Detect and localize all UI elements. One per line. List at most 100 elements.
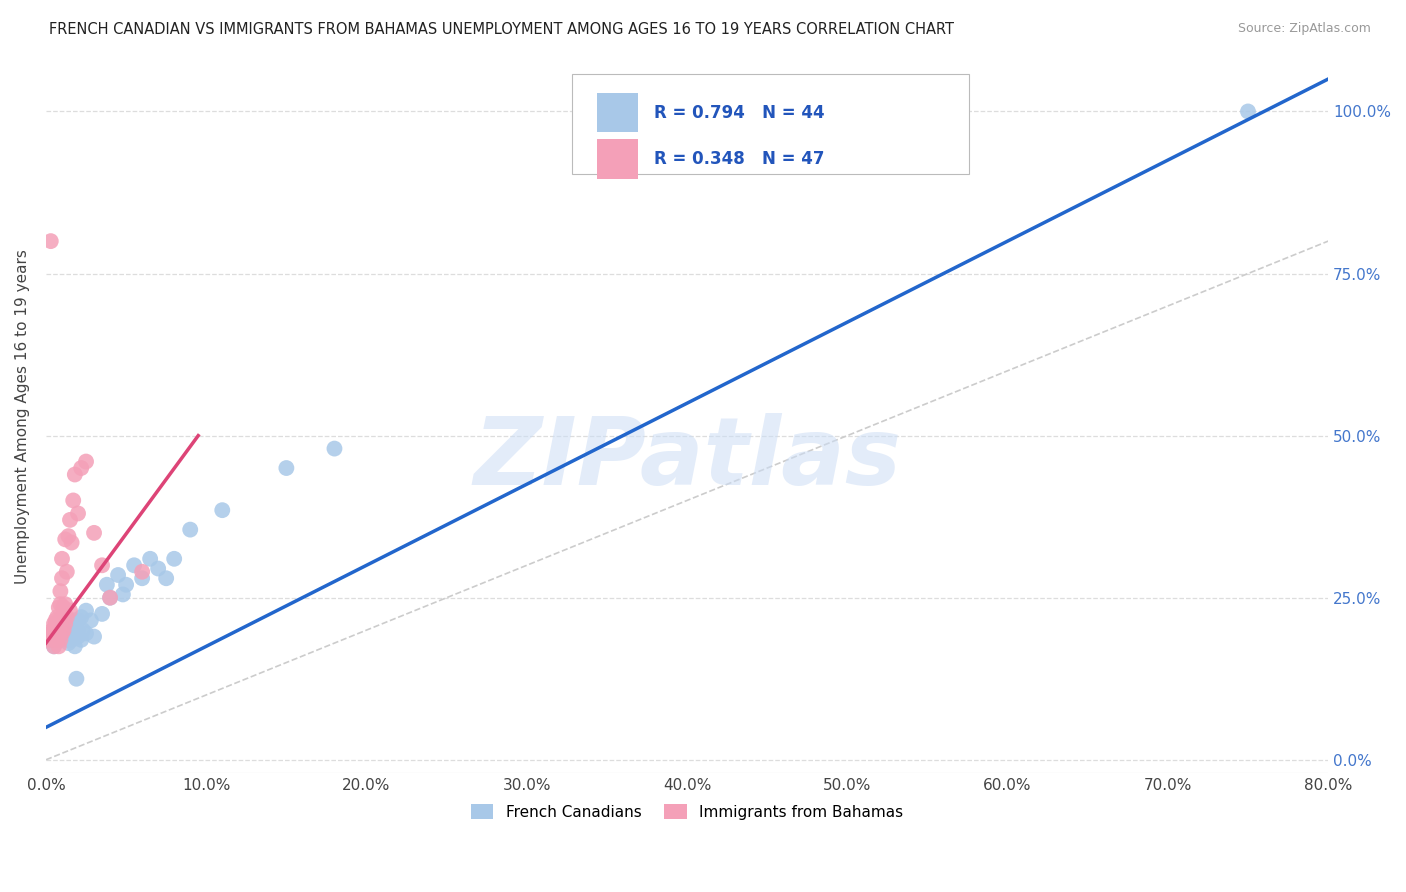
FancyBboxPatch shape <box>572 74 969 174</box>
Text: FRENCH CANADIAN VS IMMIGRANTS FROM BAHAMAS UNEMPLOYMENT AMONG AGES 16 TO 19 YEAR: FRENCH CANADIAN VS IMMIGRANTS FROM BAHAM… <box>49 22 955 37</box>
Point <box>107 568 129 582</box>
Point <box>53 533 76 547</box>
Text: Source: ZipAtlas.com: Source: ZipAtlas.com <box>1237 22 1371 36</box>
Point <box>63 623 86 637</box>
Point <box>98 591 121 605</box>
Point <box>1237 104 1260 119</box>
Point <box>62 626 84 640</box>
Point <box>51 571 73 585</box>
Point <box>98 591 121 605</box>
Point <box>48 600 70 615</box>
Point <box>53 597 76 611</box>
Point <box>122 558 145 573</box>
Point <box>46 610 69 624</box>
Point <box>52 600 75 615</box>
Point <box>49 597 72 611</box>
Point <box>211 503 233 517</box>
Point <box>42 616 65 631</box>
Point <box>39 626 62 640</box>
Point <box>72 623 94 637</box>
Point <box>51 610 73 624</box>
Point <box>70 610 93 624</box>
FancyBboxPatch shape <box>598 139 638 178</box>
Point <box>83 525 105 540</box>
Point <box>48 640 70 654</box>
Point <box>42 640 65 654</box>
Point <box>51 630 73 644</box>
Point <box>45 623 67 637</box>
Point <box>60 632 83 647</box>
Point <box>39 234 62 248</box>
Point <box>66 507 89 521</box>
Point <box>48 616 70 631</box>
Point <box>38 632 60 647</box>
Point <box>45 632 67 647</box>
Point <box>63 467 86 482</box>
Point <box>146 561 169 575</box>
Point <box>131 565 153 579</box>
Point <box>75 604 97 618</box>
Y-axis label: Unemployment Among Ages 16 to 19 years: Unemployment Among Ages 16 to 19 years <box>15 249 30 583</box>
Point <box>60 535 83 549</box>
Point <box>155 571 177 585</box>
Point <box>179 523 201 537</box>
Point <box>65 672 87 686</box>
Point <box>75 454 97 468</box>
Point <box>70 632 93 647</box>
Point <box>115 578 138 592</box>
Point <box>80 613 103 627</box>
Point <box>70 461 93 475</box>
Point <box>45 616 67 631</box>
Point <box>63 640 86 654</box>
Point <box>276 461 298 475</box>
Point <box>45 613 67 627</box>
Point <box>49 613 72 627</box>
Point <box>46 626 69 640</box>
Point <box>58 636 80 650</box>
Point <box>42 626 65 640</box>
Point <box>46 632 69 647</box>
Point <box>41 623 63 637</box>
Point <box>60 616 83 631</box>
Text: ZIPatlas: ZIPatlas <box>472 413 901 505</box>
Point <box>59 513 82 527</box>
Point <box>66 613 89 627</box>
Point <box>59 626 82 640</box>
Point <box>49 584 72 599</box>
Point <box>41 626 63 640</box>
Point <box>111 587 134 601</box>
Point <box>56 565 79 579</box>
Point <box>56 610 79 624</box>
Point <box>131 571 153 585</box>
Point <box>53 616 76 631</box>
Point <box>48 626 70 640</box>
Text: R = 0.794   N = 44: R = 0.794 N = 44 <box>654 103 824 121</box>
FancyBboxPatch shape <box>598 93 638 132</box>
Point <box>91 558 114 573</box>
Point <box>66 623 89 637</box>
Point <box>96 578 118 592</box>
Point <box>52 623 75 637</box>
Point <box>53 626 76 640</box>
Point <box>58 529 80 543</box>
Point <box>59 620 82 634</box>
Point <box>56 632 79 647</box>
Point <box>48 632 70 647</box>
Point <box>63 613 86 627</box>
Legend: French Canadians, Immigrants from Bahamas: French Canadians, Immigrants from Bahama… <box>464 797 910 826</box>
Point <box>42 640 65 654</box>
Point <box>139 551 162 566</box>
Point <box>59 604 82 618</box>
Point <box>51 626 73 640</box>
Point <box>62 493 84 508</box>
Point <box>75 626 97 640</box>
Point <box>49 632 72 647</box>
Point <box>66 630 89 644</box>
Point <box>163 551 186 566</box>
Point <box>323 442 346 456</box>
Point <box>53 623 76 637</box>
Point <box>91 607 114 621</box>
Point <box>51 623 73 637</box>
Text: R = 0.348   N = 47: R = 0.348 N = 47 <box>654 150 824 168</box>
Point <box>83 630 105 644</box>
